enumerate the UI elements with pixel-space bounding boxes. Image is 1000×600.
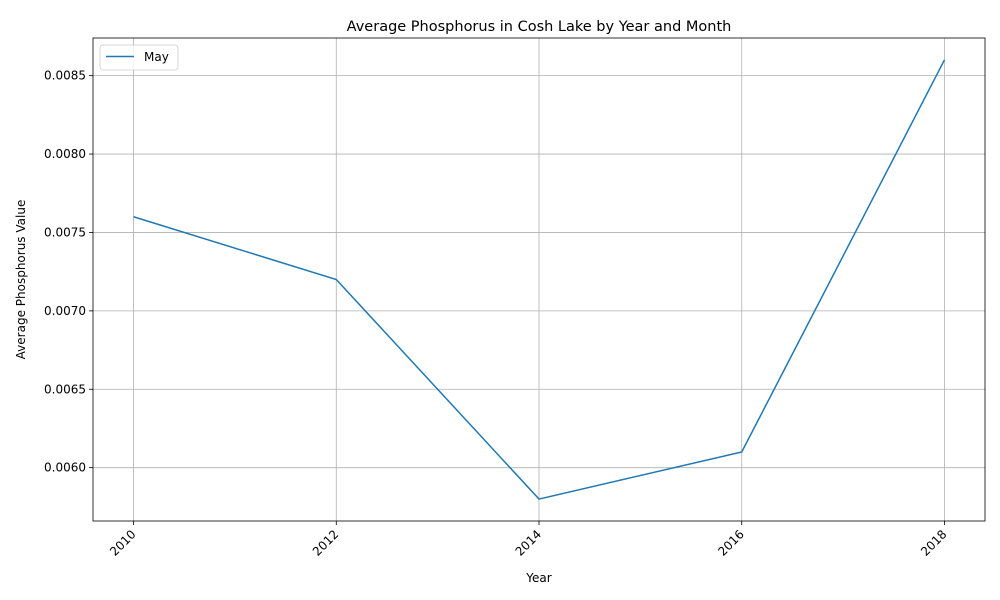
y-tick-label: 0.0070 xyxy=(44,304,86,318)
y-tick-label: 0.0080 xyxy=(44,147,86,161)
series-line-may xyxy=(133,59,946,500)
legend-label-may: May xyxy=(144,50,169,64)
x-axis-label: Year xyxy=(525,571,551,585)
y-tick-label: 0.0085 xyxy=(44,69,86,83)
y-tick-label: 0.0065 xyxy=(44,382,86,396)
y-axis-label: Average Phosphorus Value xyxy=(14,200,28,360)
series-layer xyxy=(133,59,946,500)
grid-layer xyxy=(93,38,985,521)
y-tick-label: 0.0075 xyxy=(44,225,86,239)
legend-frame xyxy=(99,44,179,71)
legend: May xyxy=(99,44,179,71)
chart-title: Average Phosphorus in Cosh Lake by Year … xyxy=(347,19,732,35)
y-tick-label: 0.0060 xyxy=(44,461,86,475)
